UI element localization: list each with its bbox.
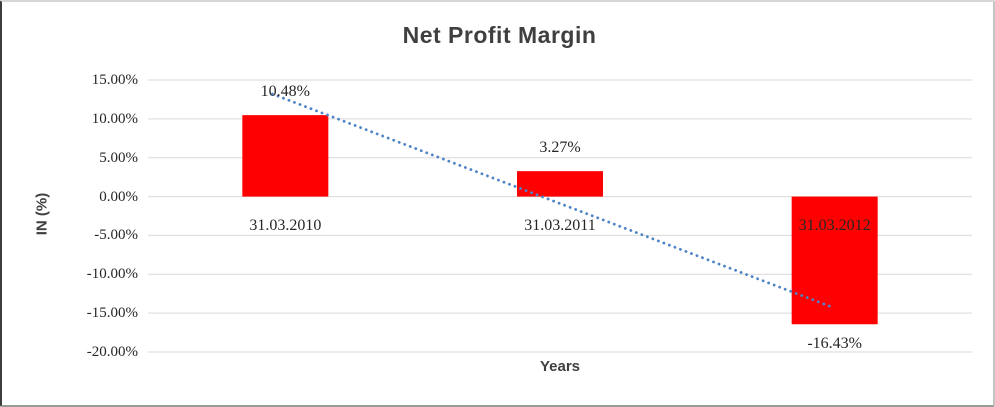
- bar-31.03.2011[interactable]: [517, 171, 603, 197]
- value-label: -16.43%: [807, 335, 862, 353]
- y-tick-label: -10.00%: [86, 266, 138, 283]
- y-tick-label: -5.00%: [94, 227, 138, 244]
- chart-title: Net Profit Margin: [402, 22, 597, 48]
- y-tick-label: 10.00%: [91, 110, 138, 127]
- category-label: 31.03.2011: [524, 216, 596, 234]
- bar-31.03.2010[interactable]: [242, 115, 329, 197]
- y-tick-label: -15.00%: [86, 305, 138, 322]
- x-axis-title: Years: [539, 358, 581, 375]
- y-tick-label: -20.00%: [86, 344, 138, 360]
- y-tick-label: 5.00%: [99, 149, 138, 166]
- y-tick-label: 0.00%: [99, 188, 138, 205]
- value-label: 3.27%: [539, 139, 581, 157]
- y-tick-label: 15.00%: [91, 72, 138, 88]
- trendline[interactable]: [270, 92, 836, 310]
- category-label: 31.03.2010: [249, 216, 322, 234]
- bar-31.03.2012[interactable]: [791, 196, 878, 325]
- value-label: 10.48%: [260, 83, 310, 101]
- category-label: 31.03.2012: [798, 216, 871, 234]
